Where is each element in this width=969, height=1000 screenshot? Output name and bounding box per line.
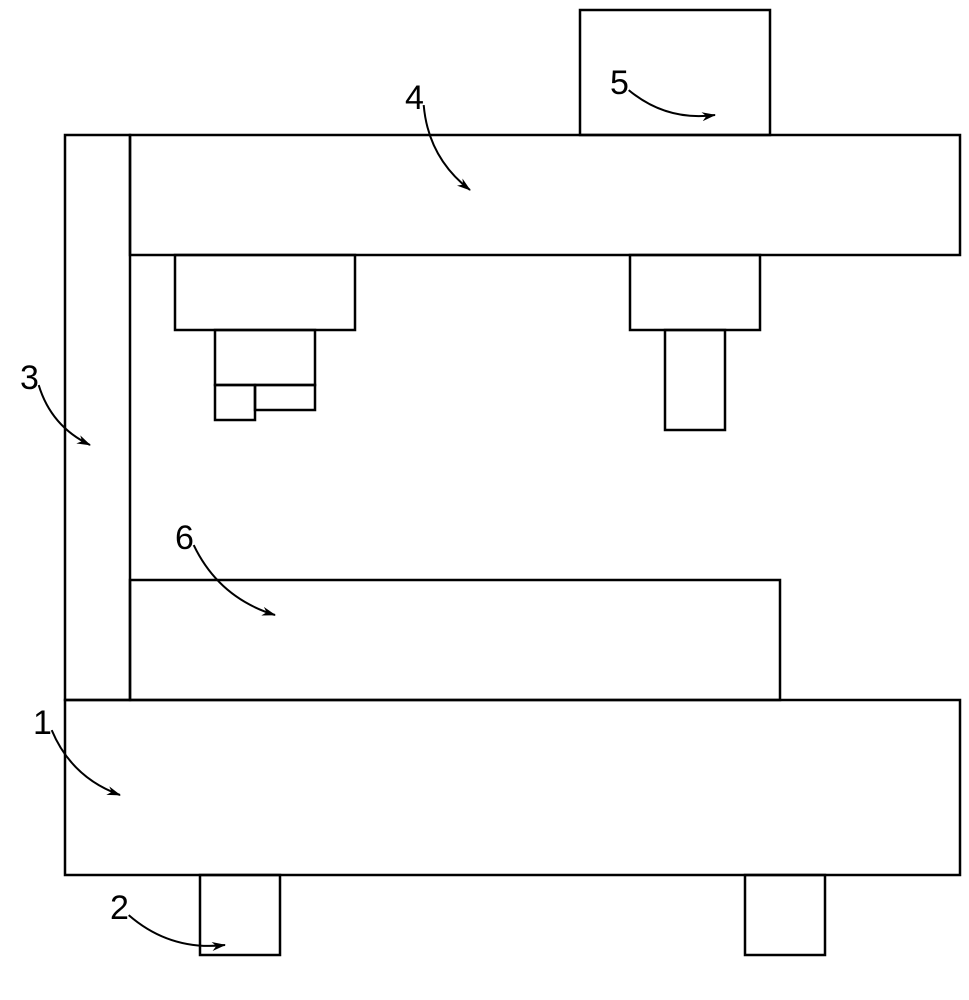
label-1: 1 (33, 704, 52, 742)
label-6: 6 (175, 519, 194, 557)
top-beam (130, 135, 960, 255)
left-assy-step-l (215, 385, 255, 420)
left-assy-step-r (255, 385, 315, 410)
base-plate (65, 700, 960, 875)
label-2-arrow (129, 915, 225, 946)
label-3: 3 (20, 359, 39, 397)
foot-left (200, 875, 280, 955)
lower-platform (130, 580, 780, 700)
rect-layer (65, 10, 960, 955)
label-5: 5 (610, 64, 629, 102)
column (65, 135, 130, 700)
label-2: 2 (110, 889, 129, 927)
label-1-arrow (52, 730, 120, 795)
label-4-arrow (424, 105, 470, 190)
arrow-layer (39, 90, 715, 946)
label-5-arrow (629, 90, 715, 116)
motor-top (580, 10, 770, 135)
label-layer: 1 2 3 4 5 6 (20, 64, 629, 927)
left-assy-narrow (215, 330, 315, 385)
right-assy-wide (630, 255, 760, 330)
diagram-canvas: 1 2 3 4 5 6 (0, 0, 969, 1000)
label-4: 4 (405, 79, 424, 117)
left-assy-wide (175, 255, 355, 330)
right-assy-narrow (665, 330, 725, 430)
foot-right (745, 875, 825, 955)
